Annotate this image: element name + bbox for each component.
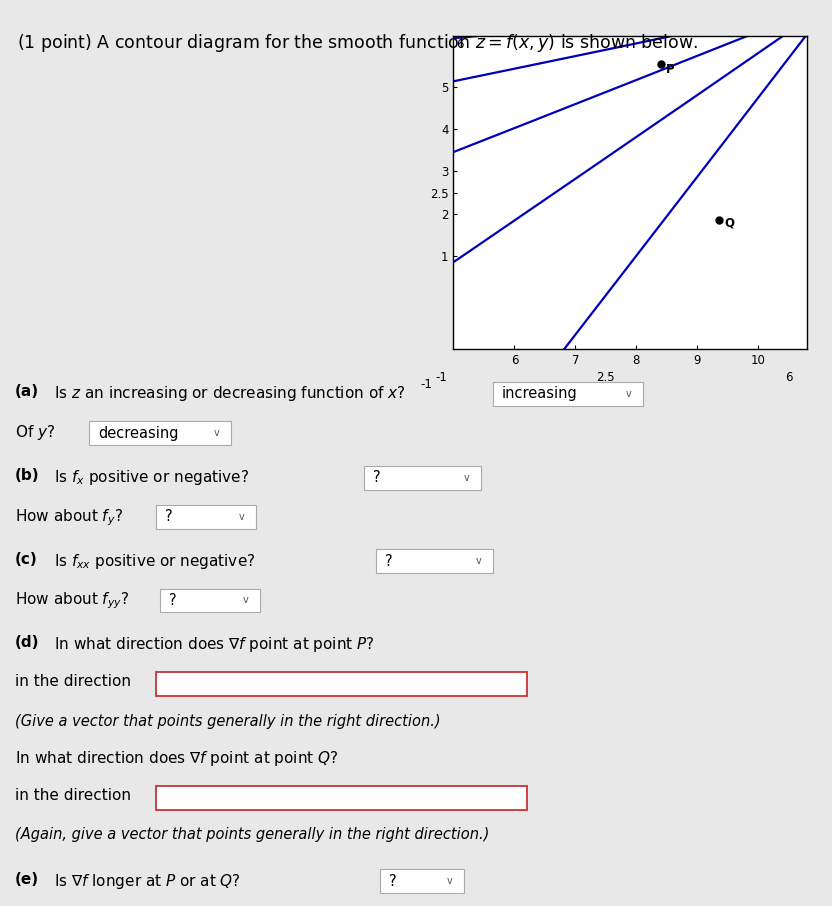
Text: In what direction does $\nabla f$ point at point $Q$?: In what direction does $\nabla f$ point … bbox=[15, 748, 339, 767]
Text: Is $\nabla f$ longer at $P$ or at $Q$?: Is $\nabla f$ longer at $P$ or at $Q$? bbox=[54, 872, 241, 891]
Text: ?: ? bbox=[169, 593, 176, 608]
Text: 6: 6 bbox=[785, 371, 793, 384]
Text: -1: -1 bbox=[421, 378, 433, 390]
FancyBboxPatch shape bbox=[156, 672, 527, 696]
Text: v: v bbox=[243, 595, 249, 605]
Text: decreasing: decreasing bbox=[98, 426, 179, 440]
Text: Is $f_x$ positive or negative?: Is $f_x$ positive or negative? bbox=[54, 467, 249, 487]
Text: (a): (a) bbox=[15, 384, 39, 400]
Text: P: P bbox=[666, 63, 674, 76]
Text: (d): (d) bbox=[15, 635, 39, 651]
Text: v: v bbox=[239, 512, 245, 522]
Text: (Give a vector that points generally in the right direction.): (Give a vector that points generally in … bbox=[15, 714, 441, 728]
Text: v: v bbox=[626, 389, 631, 399]
Text: -1: -1 bbox=[435, 371, 447, 384]
Text: (c): (c) bbox=[15, 552, 37, 566]
FancyBboxPatch shape bbox=[156, 786, 527, 810]
Text: v: v bbox=[447, 876, 453, 886]
FancyBboxPatch shape bbox=[380, 870, 464, 893]
Text: (e): (e) bbox=[15, 872, 39, 887]
Text: ?: ? bbox=[165, 509, 172, 525]
FancyBboxPatch shape bbox=[493, 382, 643, 406]
Text: In what direction does $\nabla f$ point at point $P$?: In what direction does $\nabla f$ point … bbox=[54, 635, 375, 654]
Text: 6: 6 bbox=[457, 38, 464, 52]
FancyBboxPatch shape bbox=[160, 589, 260, 612]
Text: ?: ? bbox=[389, 874, 397, 889]
Text: Is $z$ an increasing or decreasing function of $x$?: Is $z$ an increasing or decreasing funct… bbox=[54, 384, 406, 403]
Text: Is $f_{xx}$ positive or negative?: Is $f_{xx}$ positive or negative? bbox=[54, 552, 255, 571]
Text: Of $y$?: Of $y$? bbox=[15, 423, 55, 442]
Text: v: v bbox=[214, 428, 220, 439]
Text: v: v bbox=[463, 473, 469, 483]
Text: 2.5: 2.5 bbox=[597, 371, 615, 384]
FancyBboxPatch shape bbox=[156, 505, 256, 529]
Text: ?: ? bbox=[385, 554, 393, 569]
FancyBboxPatch shape bbox=[364, 466, 481, 489]
Text: (b): (b) bbox=[15, 467, 40, 483]
Text: increasing: increasing bbox=[502, 387, 577, 401]
Text: How about $f_y$?: How about $f_y$? bbox=[15, 507, 123, 527]
Text: ?: ? bbox=[373, 470, 380, 485]
FancyBboxPatch shape bbox=[89, 421, 231, 445]
Text: (1 point) A contour diagram for the smooth function $z = f(x, y)$ is shown below: (1 point) A contour diagram for the smoo… bbox=[17, 32, 697, 53]
Text: in the direction: in the direction bbox=[15, 788, 131, 803]
Text: v: v bbox=[476, 556, 482, 566]
Text: in the direction: in the direction bbox=[15, 674, 131, 689]
Text: Q: Q bbox=[725, 217, 735, 229]
Text: (Again, give a vector that points generally in the right direction.): (Again, give a vector that points genera… bbox=[15, 827, 489, 842]
FancyBboxPatch shape bbox=[376, 549, 493, 573]
Text: How about $f_{yy}$?: How about $f_{yy}$? bbox=[15, 591, 129, 612]
